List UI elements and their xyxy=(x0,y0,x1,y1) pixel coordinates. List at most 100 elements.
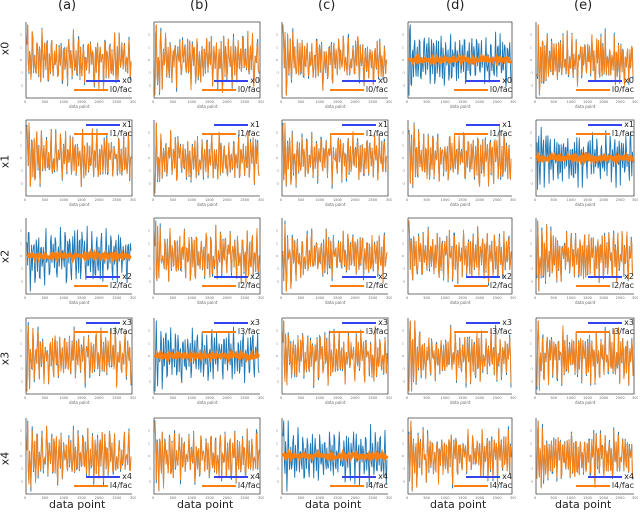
subplot-x3-4: -2 -1 0 1 2 0 500 1000 1500 2000 2500 3000 data poin… xyxy=(528,316,638,412)
x-axis-label: data point xyxy=(69,104,90,109)
x-tick-label: 500 xyxy=(298,496,305,500)
y-tick-label: 2 xyxy=(148,229,150,233)
x-tick-label: 3000 xyxy=(510,396,516,400)
legend-swatch xyxy=(588,123,623,126)
legend-label: x4 xyxy=(250,472,260,481)
legend-entry: l3/fac xyxy=(575,327,634,336)
x-tick-label: 1000 xyxy=(315,100,324,104)
legend-label: x2 xyxy=(624,272,634,281)
x-tick-label: 1500 xyxy=(333,198,342,202)
subplot-x0-2: -2 -1 0 1 2 0 500 1000 1500 2000 2500 3000 data poin… xyxy=(274,20,392,116)
x-axis-label: data point xyxy=(575,202,596,207)
legend-entry: l1/fac xyxy=(201,129,260,138)
x-axis-label: data point xyxy=(325,400,346,405)
y-tick-label: 2 xyxy=(530,229,532,233)
x-tick-label: 1500 xyxy=(77,198,86,202)
y-tick-label: -2 xyxy=(20,279,23,283)
legend-swatch xyxy=(86,123,121,126)
x-tick-label: 2000 xyxy=(351,198,360,202)
x-tick-label: 500 xyxy=(42,100,49,104)
x-tick-label: 1000 xyxy=(187,100,196,104)
legend-swatch xyxy=(575,88,610,91)
legend-label: x4 xyxy=(624,472,634,481)
x-tick-label: 500 xyxy=(550,198,557,202)
x-axis-label: data point xyxy=(197,202,218,207)
y-tick-label: -2 xyxy=(276,181,279,185)
subplot-x0-0: -2 -1 0 1 2 0 500 1000 1500 2000 2500 3000 data poin… xyxy=(18,20,136,116)
y-tick-label: -2 xyxy=(530,379,533,383)
x-tick-label: 1000 xyxy=(567,396,576,400)
legend-entry: x2 xyxy=(74,272,132,281)
x-tick-label: 1000 xyxy=(315,198,324,202)
legend-label: x0 xyxy=(378,76,388,85)
legend-label: l3/fac xyxy=(611,327,634,336)
subplot-x2-0: -2 -1 0 1 2 0 500 1000 1500 2000 2500 3000 data poin… xyxy=(18,216,136,312)
subplot-x2-2: -2 -1 0 1 2 0 500 1000 1500 2000 2500 3000 data poin… xyxy=(274,216,392,312)
y-tick-label: -1 xyxy=(530,467,533,471)
x-tick-label: 2000 xyxy=(475,396,484,400)
x-tick-label: 1000 xyxy=(59,496,68,500)
y-tick-label: 2 xyxy=(20,229,22,233)
legend-swatch xyxy=(466,79,501,82)
y-tick-label: 0 xyxy=(148,454,150,458)
y-tick-label: 0 xyxy=(530,454,532,458)
y-tick-label: 2 xyxy=(402,131,404,135)
legend-label: l1/fac xyxy=(365,129,388,138)
y-tick-label: -2 xyxy=(530,479,533,483)
legend-swatch xyxy=(73,484,108,487)
y-tick-label: -1 xyxy=(402,71,405,75)
y-tick-label: 0 xyxy=(530,58,532,62)
x-tick-label: 0 xyxy=(152,296,154,300)
x-tick-label: 1500 xyxy=(77,496,86,500)
y-tick-label: 0 xyxy=(402,354,404,358)
y-tick-label: 1 xyxy=(402,441,404,445)
legend-label: x1 xyxy=(122,120,132,129)
y-tick-label: 1 xyxy=(20,441,22,445)
x-tick-label: 1000 xyxy=(187,396,196,400)
legend-entry: x4 xyxy=(454,472,512,481)
axes-frame xyxy=(25,418,132,495)
y-tick-label: -1 xyxy=(148,267,151,271)
x-tick-label: 3000 xyxy=(632,396,638,400)
legend-entry: l1/fac xyxy=(453,129,512,138)
row-label: x1 xyxy=(0,154,12,169)
x-tick-label: 1000 xyxy=(441,296,450,300)
x-tick-label: 3000 xyxy=(386,396,392,400)
legend: x1 l1/fac xyxy=(329,120,388,138)
y-tick-label: -2 xyxy=(276,279,279,283)
legend: x1 l1/fac xyxy=(453,120,512,138)
y-tick-label: -1 xyxy=(148,71,151,75)
x-tick-label: 1000 xyxy=(187,296,196,300)
axes-frame xyxy=(25,317,133,395)
x-tick-label: 2500 xyxy=(240,396,249,400)
series-line-reconstruction xyxy=(536,420,634,489)
legend-swatch xyxy=(342,123,377,126)
column-label: (b) xyxy=(190,0,209,13)
subplot-x3-3: -2 -1 0 1 2 0 500 1000 1500 2000 2500 3000 data poin… xyxy=(400,316,516,412)
x-tick-label: 0 xyxy=(152,496,154,500)
x-tick-label: 1500 xyxy=(205,198,214,202)
y-tick-label: 1 xyxy=(402,341,404,345)
axes-frame xyxy=(153,417,261,495)
x-tick-label: 2000 xyxy=(223,296,232,300)
legend-entry: l0/fac xyxy=(201,85,260,94)
legend-entry: l0/fac xyxy=(329,85,388,94)
legend-entry: x3 xyxy=(74,318,132,327)
x-tick-label: 0 xyxy=(406,296,408,300)
x-tick-label: 1500 xyxy=(583,496,592,500)
legend-label: x3 xyxy=(502,318,512,327)
x-tick-label: 3000 xyxy=(632,198,638,202)
subplot-x0-3: -2 -1 0 1 2 0 500 1000 1500 2000 2500 3000 data poin… xyxy=(400,20,516,116)
x-tick-label: 1000 xyxy=(441,396,450,400)
legend-label: x3 xyxy=(624,318,634,327)
legend-swatch xyxy=(453,330,488,333)
x-tick-label: 0 xyxy=(534,396,536,400)
legend-label: l2/fac xyxy=(109,281,132,290)
y-tick-label: 2 xyxy=(276,131,278,135)
subplot-x3-1: -2 -1 0 1 2 0 500 1000 1500 2000 2500 3000 data poin… xyxy=(146,316,264,412)
x-axis-label: data point xyxy=(69,300,90,305)
y-tick-label: -2 xyxy=(530,181,533,185)
x-tick-label: 1500 xyxy=(333,396,342,400)
x-tick-label: 500 xyxy=(42,396,49,400)
legend-label: l0/fac xyxy=(611,85,634,94)
